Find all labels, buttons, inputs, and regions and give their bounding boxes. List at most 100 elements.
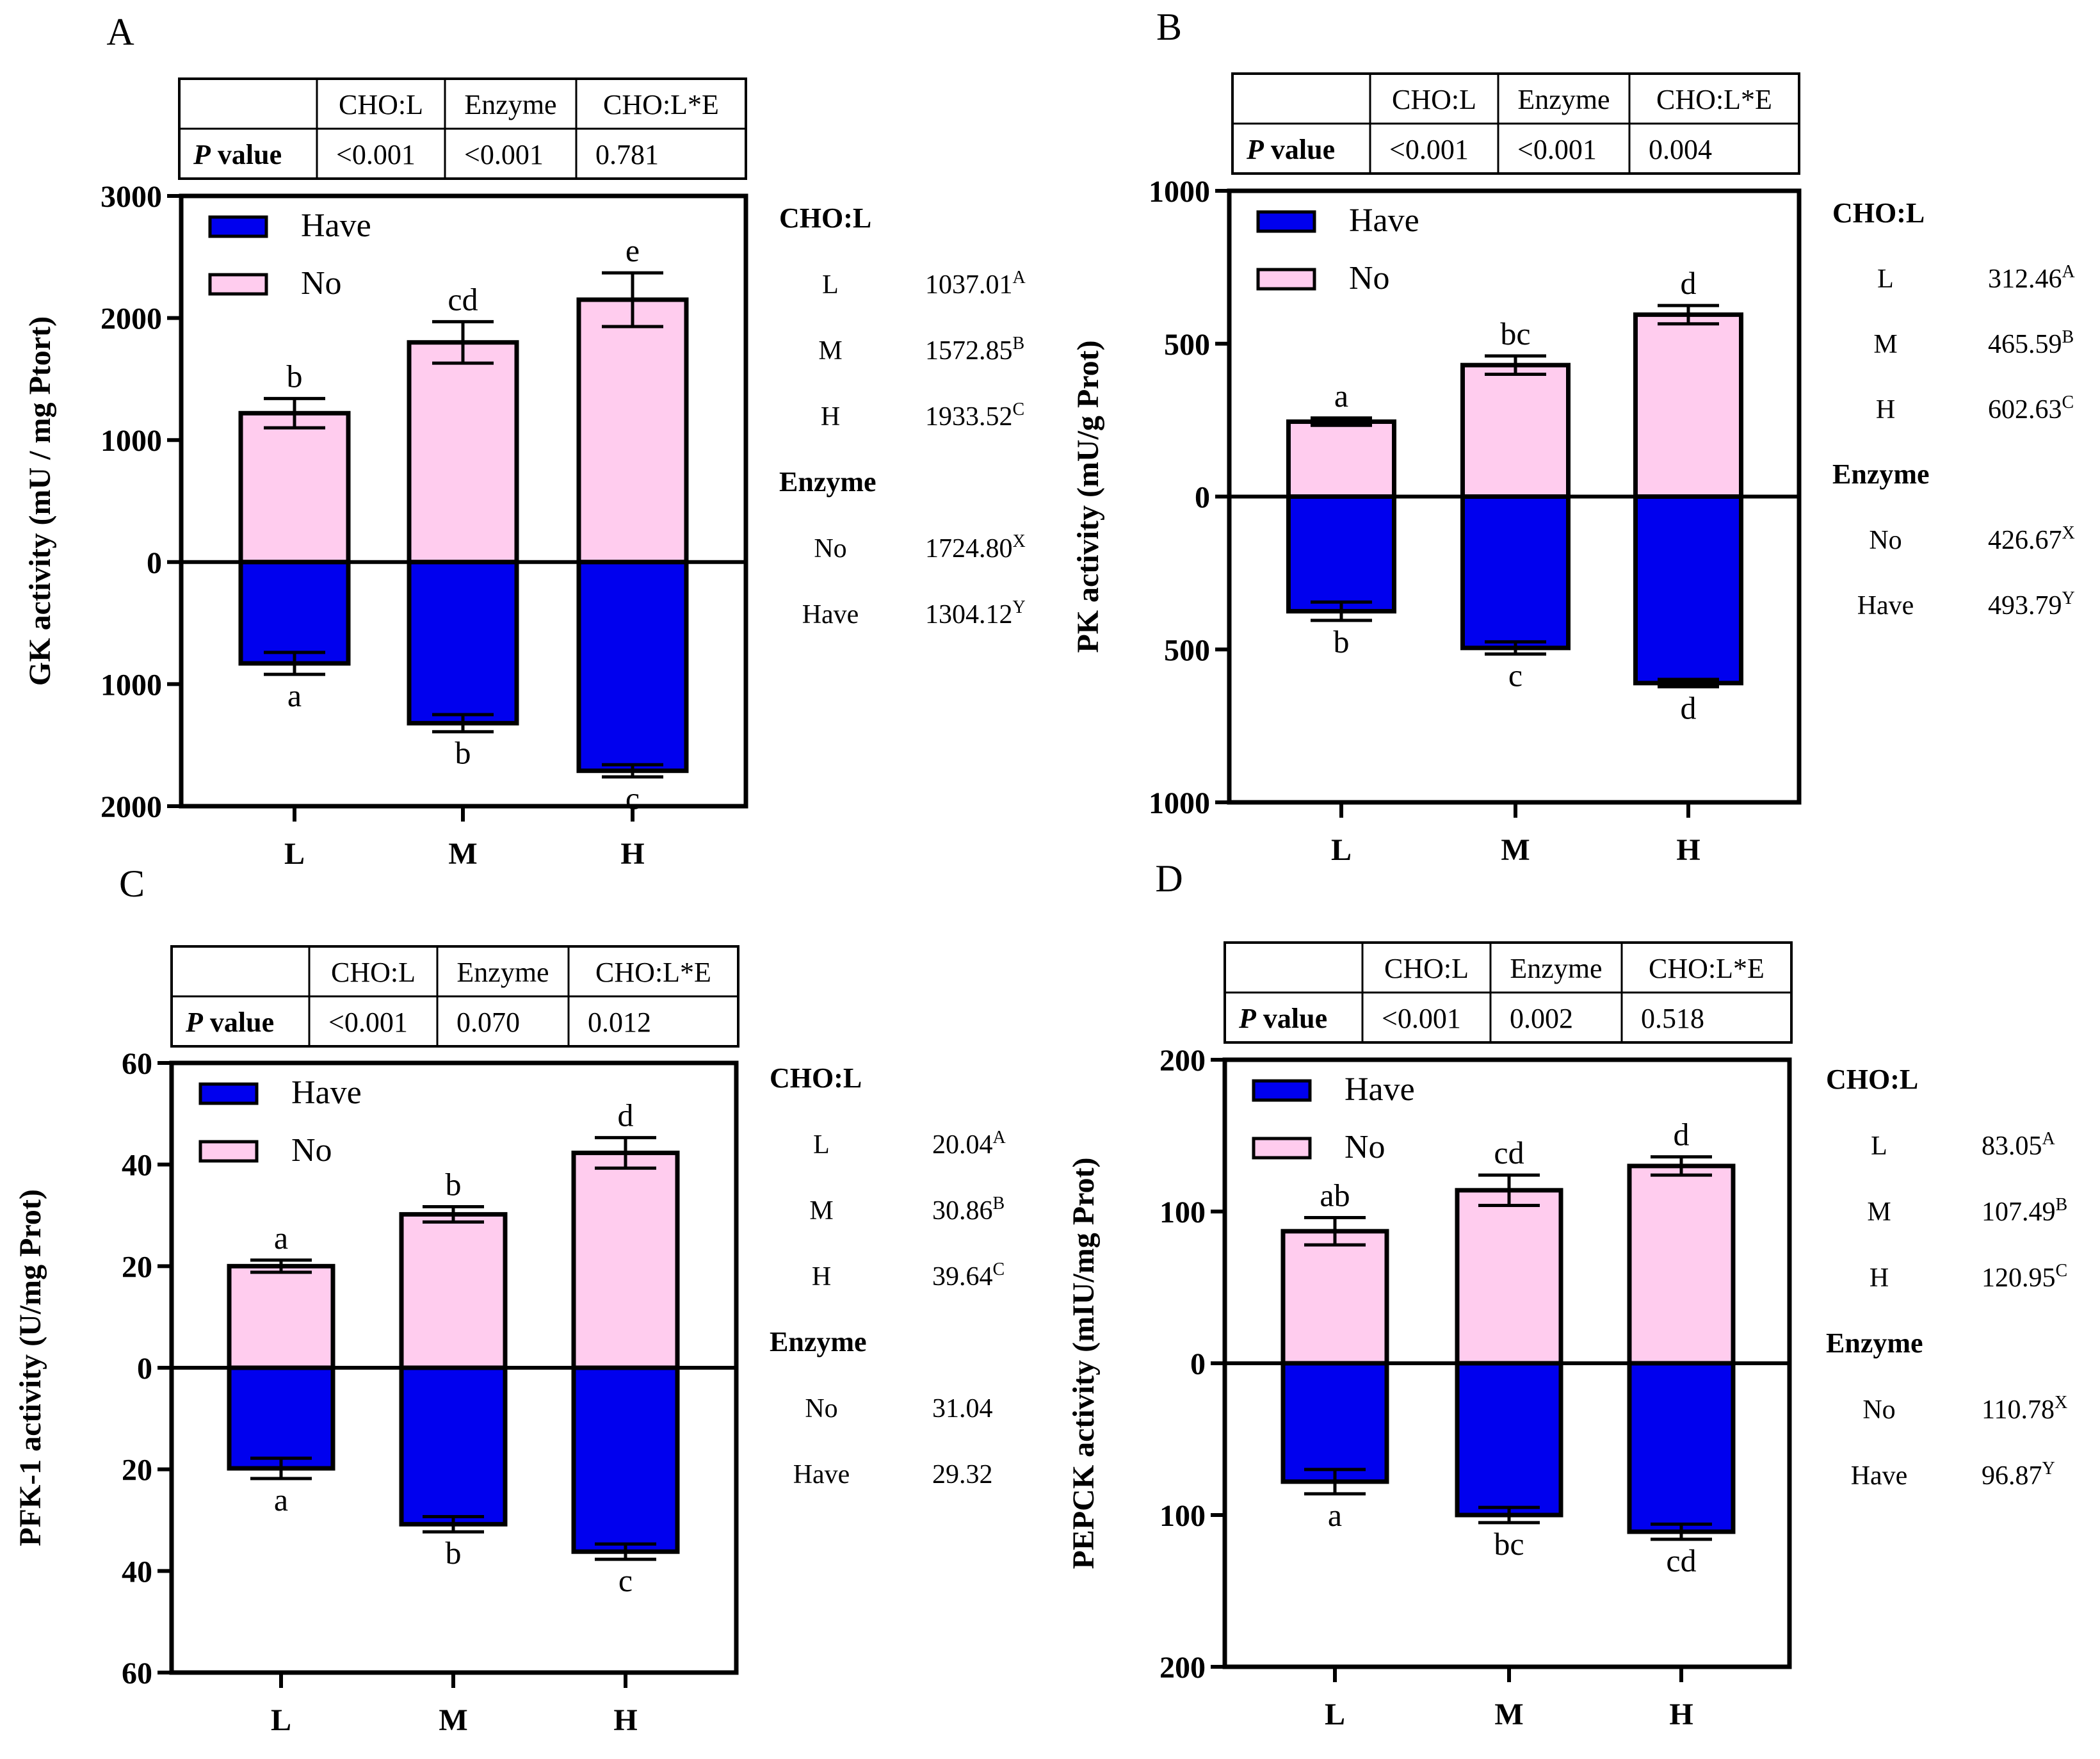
means-superscript: Y	[2042, 1459, 2055, 1479]
table-header-cell: CHO:L	[339, 89, 423, 120]
means-number: 83.05	[1982, 1131, 2042, 1161]
means-superscript: C	[993, 1260, 1005, 1279]
table-header-cell: CHO:L	[1384, 953, 1469, 984]
means-value: 1933.52C	[925, 400, 1024, 432]
p-value-table: CHO:L <0.001 Enzyme 0.002 CHO:L*E 0.518 P valu…	[1224, 941, 1793, 1044]
p-value-cell: <0.001	[1389, 134, 1469, 165]
y-tick-label: 0	[137, 1352, 152, 1386]
y-tick-label: 0	[147, 546, 162, 580]
bar-have-L	[1280, 1361, 1389, 1484]
bar-have-H	[576, 560, 689, 774]
bar-no-M	[1455, 1188, 1563, 1366]
panel-letter-A: A	[106, 11, 134, 53]
bar-no-M	[407, 340, 519, 565]
bar-have-H	[1633, 494, 1743, 686]
table-header-cell: CHO:L	[1392, 84, 1476, 115]
means-number: 1724.80	[925, 534, 1013, 563]
means-value: 29.32	[932, 1460, 993, 1489]
means-heading-cho: CHO:L	[1832, 197, 1925, 229]
legend-label-no: No	[291, 1132, 332, 1169]
means-number: 1933.52	[925, 402, 1013, 432]
means-label: L	[1877, 264, 1894, 294]
y-tick-label: 20	[122, 1454, 152, 1487]
means-superscript: B	[2056, 1195, 2068, 1215]
y-tick-label: 20	[122, 1250, 152, 1284]
p-value-table: CHO:L <0.001 Enzyme 0.070 CHO:L*E 0.012 P valu…	[170, 945, 739, 1048]
bar-no-M	[399, 1212, 508, 1370]
y-tick-label: 100	[1159, 1499, 1206, 1533]
bar-have-M	[399, 1365, 508, 1527]
legend-label-have: Have	[301, 207, 371, 244]
means-superscript: X	[2062, 523, 2075, 543]
means-label: H	[1870, 1263, 1889, 1293]
table-header-cell: Enzyme	[1517, 84, 1610, 115]
significance-letter: d	[1674, 1117, 1690, 1153]
p-value-cell: <0.001	[1517, 134, 1597, 165]
p-value-table: CHO:L <0.001 Enzyme <0.001 CHO:L*E 0.781 P val…	[178, 77, 747, 180]
means-number: 39.64	[932, 1262, 993, 1292]
bar-no-L	[1280, 1229, 1389, 1366]
means-number: 29.32	[932, 1460, 993, 1489]
significance-letter: cd	[448, 281, 478, 317]
means-heading-enzyme: Enzyme	[1826, 1327, 1923, 1359]
legend-swatch-have	[198, 1082, 259, 1105]
bar-have-M	[1455, 1361, 1563, 1518]
p-italic: P	[185, 1007, 204, 1038]
y-axis-label: PEPCK activity (mIU/mg Prot)	[1067, 1158, 1101, 1569]
legend: Have No	[198, 1074, 362, 1169]
means-number: 312.46	[1988, 264, 2062, 294]
means-value: 493.79Y	[1988, 588, 2075, 620]
means-value: 110.78X	[1982, 1393, 2067, 1425]
y-tick-label: 200	[1159, 1651, 1206, 1685]
means-number: 1572.85	[925, 336, 1013, 366]
p-italic: P	[1246, 134, 1264, 165]
means-superscript: A	[2062, 262, 2076, 282]
p-value-word: value	[203, 1007, 274, 1038]
p-value-word: value	[211, 139, 282, 170]
means-label: Have	[793, 1460, 850, 1489]
legend-label-no: No	[301, 265, 342, 302]
panel-A: A CHO:L <0.001 Enzyme <0.001 CHO:L*E 0.781 P va…	[23, 11, 1026, 871]
p-italic: P	[193, 139, 211, 170]
x-tick-label: H	[1676, 833, 1700, 867]
means-superscript: C	[2062, 393, 2074, 412]
bar-have-H	[1627, 1361, 1736, 1534]
means-number: 1037.01	[925, 270, 1013, 300]
significance-letter: a	[1334, 378, 1348, 414]
means-value: 107.49B	[1982, 1195, 2067, 1227]
p-value-cell: 0.004	[1649, 134, 1712, 165]
y-axis-label: PFK-1 activity (U/mg Prot)	[13, 1189, 47, 1546]
significance-letter: e	[626, 232, 640, 268]
means-superscript: Y	[1013, 597, 1026, 617]
means-superscript: A	[2042, 1129, 2056, 1149]
means-label: M	[809, 1196, 833, 1226]
x-tick-label: M	[1501, 833, 1530, 867]
significance-letter: c	[1508, 657, 1522, 693]
means-label: No	[814, 534, 846, 563]
legend-swatch-have	[1256, 210, 1316, 233]
means-value: 96.87Y	[1982, 1459, 2055, 1491]
significance-letter: bc	[1494, 1526, 1524, 1562]
means-label: M	[1873, 330, 1897, 359]
means-number: 493.79	[1988, 591, 2062, 620]
p-value-cell: 0.781	[595, 139, 659, 170]
p-value-cell: <0.001	[336, 139, 416, 170]
means-number: 31.04	[932, 1394, 993, 1423]
legend: Have No	[1256, 202, 1419, 296]
means-label: L	[813, 1130, 830, 1160]
panel-D: D CHO:L <0.001 Enzyme 0.002 CHO:L*E 0.518 P val…	[1067, 857, 2067, 1731]
p-value-cell: <0.001	[328, 1007, 408, 1038]
y-tick-label: 500	[1164, 328, 1210, 362]
x-tick-label: H	[613, 1703, 637, 1737]
y-tick-label: 40	[122, 1555, 152, 1589]
y-tick-label: 2000	[101, 790, 162, 824]
means-block: CHO:L L 20.04A M 30.86B H 39.64C Enzyme No 31.04 H…	[770, 1062, 1006, 1489]
y-tick-label: 0	[1190, 1347, 1206, 1381]
bar-no-L	[227, 1263, 335, 1370]
means-block: CHO:L L 312.46A M 465.59B H 602.63C Enzyme No 426…	[1832, 197, 2076, 620]
table-header-cell: Enzyme	[456, 957, 549, 988]
means-heading-enzyme: Enzyme	[770, 1326, 867, 1358]
legend-swatch-no	[208, 273, 268, 296]
panel-B: B CHO:L <0.001 Enzyme <0.001 CHO:L*E 0.004 P va…	[1071, 6, 2076, 867]
means-heading-cho: CHO:L	[770, 1062, 862, 1094]
